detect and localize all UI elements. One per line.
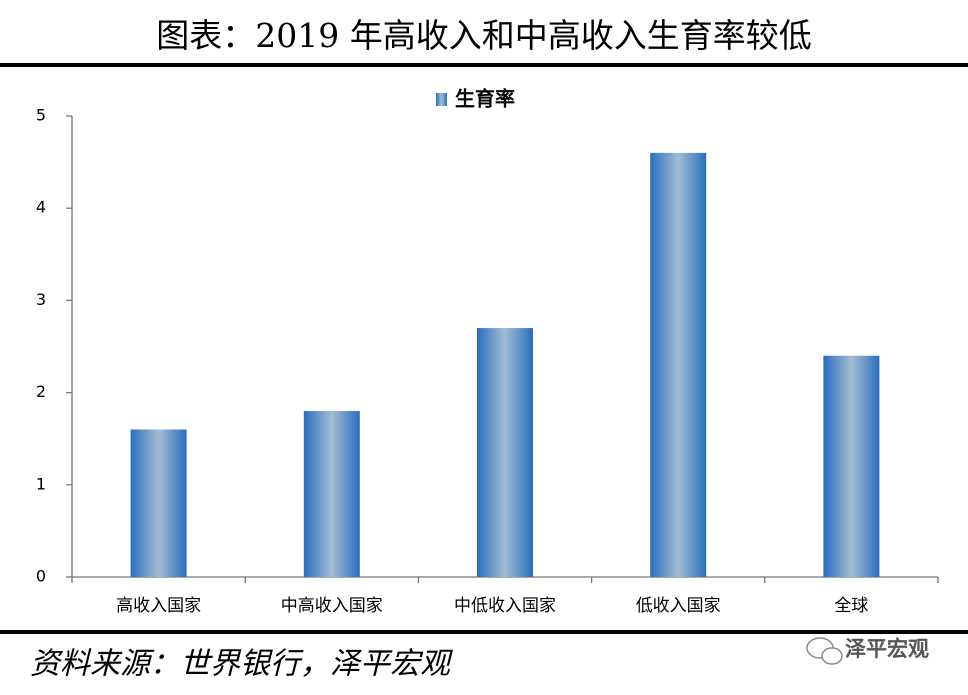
bar xyxy=(130,429,187,577)
legend-label: 生育率 xyxy=(455,87,515,111)
watermark: 泽平宏观 xyxy=(845,637,929,661)
x-tick-label: 中低收入国家 xyxy=(454,596,556,616)
x-tick-label: 高收入国家 xyxy=(116,596,201,616)
chart-title: 图表：2019 年高收入和中高收入生育率较低 xyxy=(156,16,811,55)
bar xyxy=(477,328,533,577)
y-tick-label: 4 xyxy=(36,198,46,217)
x-tick-label: 全球 xyxy=(834,596,868,616)
y-tick-label: 2 xyxy=(36,382,46,401)
y-tick-label: 3 xyxy=(36,290,46,309)
x-tick-label: 低收入国家 xyxy=(636,596,721,616)
bar xyxy=(823,355,880,577)
footer-rule xyxy=(0,630,968,634)
y-tick-label: 0 xyxy=(36,567,46,586)
y-tick-label: 1 xyxy=(36,474,46,493)
x-tick-label: 中高收入国家 xyxy=(281,596,383,616)
bar xyxy=(303,411,360,577)
source: 资料来源：世界银行，泽平宏观 xyxy=(30,647,453,682)
y-tick-label: 5 xyxy=(36,106,46,125)
watermark-icon xyxy=(806,637,843,665)
title-rule xyxy=(0,63,968,67)
legend-swatch xyxy=(436,93,447,106)
bar xyxy=(650,152,707,577)
